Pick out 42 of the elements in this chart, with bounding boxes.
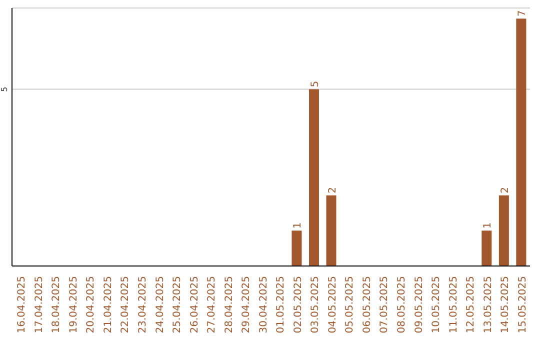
x-tick-label: 30.04.2025 <box>258 276 270 334</box>
data-label: 1 <box>482 222 494 229</box>
x-tick-label: 21.04.2025 <box>102 276 114 334</box>
x-tick-label: 04.05.2025 <box>327 276 338 334</box>
x-tick-label: 12.05.2025 <box>466 276 477 334</box>
data-label: 7 <box>517 10 528 17</box>
x-tick-label: 14.05.2025 <box>500 276 512 334</box>
x-tick-label: 10.05.2025 <box>431 276 442 334</box>
x-tick-label: 15.05.2025 <box>517 276 528 334</box>
data-label: 2 <box>327 186 338 194</box>
x-tick-label: 17.04.2025 <box>34 276 45 334</box>
x-tick-label: 29.04.2025 <box>241 276 252 334</box>
x-tick-label: 13.05.2025 <box>482 276 494 334</box>
x-tick-label: 03.05.2025 <box>310 276 322 334</box>
x-tick-label: 07.05.2025 <box>379 276 390 334</box>
x-tick-label: 19.04.2025 <box>68 276 80 334</box>
x-tick-label: 16.04.2025 <box>16 276 28 334</box>
bar <box>308 89 319 266</box>
x-tick-label: 18.04.2025 <box>51 276 62 334</box>
x-tick-label: 08.05.2025 <box>396 276 408 334</box>
x-tick-label: 26.04.2025 <box>189 276 200 334</box>
x-tick-label: 27.04.2025 <box>206 276 218 334</box>
data-label: 5 <box>310 80 321 88</box>
bar <box>482 230 492 266</box>
x-tick-label: 02.05.2025 <box>292 276 304 334</box>
x-tick-label: 23.04.2025 <box>138 276 148 334</box>
x-tick-label: 01.05.2025 <box>276 276 287 334</box>
bar <box>326 195 336 266</box>
x-tick-label: 22.04.2025 <box>120 276 132 334</box>
bar <box>292 230 302 266</box>
x-tick-label: 25.04.2025 <box>172 276 184 334</box>
x-tick-label: 05.05.2025 <box>344 276 356 334</box>
x-tick-label: 24.04.2025 <box>154 276 166 334</box>
bar <box>516 18 526 266</box>
x-tick-label: 06.05.2025 <box>362 276 373 334</box>
data-label: 1 <box>292 222 304 229</box>
x-tick-label: 20.04.2025 <box>86 276 97 334</box>
x-tick-label: 09.05.2025 <box>414 276 425 334</box>
bar <box>498 195 509 266</box>
x-tick-label: 11.05.2025 <box>448 276 460 334</box>
data-label: 2 <box>500 186 511 194</box>
x-tick-label: 28.04.2025 <box>224 276 235 334</box>
